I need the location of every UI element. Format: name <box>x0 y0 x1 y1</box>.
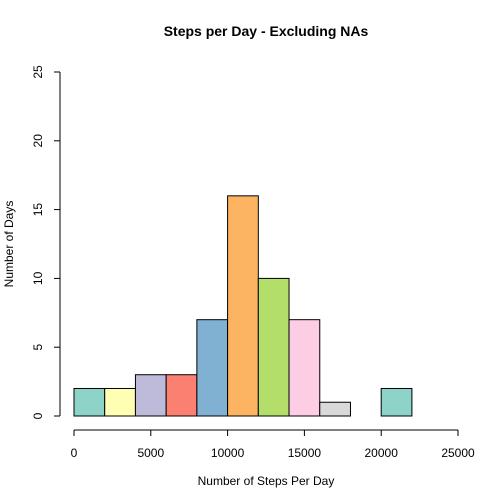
bar-0-2000 <box>73 387 106 417</box>
bar-4000-6000 <box>134 374 167 417</box>
x-tick-label-10000: 10000 <box>211 446 245 460</box>
x-tick-label-5000: 5000 <box>137 446 164 460</box>
y-tick-label-20: 20 <box>31 134 45 148</box>
bar-6000-8000 <box>165 374 198 417</box>
bars-group <box>73 195 413 417</box>
y-tick-label-25: 25 <box>31 65 45 79</box>
x-tick-label-25000: 25000 <box>441 446 475 460</box>
x-axis: 0 5000 10000 15000 20000 25000 <box>71 429 475 460</box>
y-tick-label-0: 0 <box>31 412 45 419</box>
y-axis: 0 5 10 15 20 25 <box>31 65 61 419</box>
x-tick-label-15000: 15000 <box>288 446 322 460</box>
x-tick-label-20000: 20000 <box>365 446 399 460</box>
bar-8000-10000 <box>196 319 229 417</box>
chart-title: Steps per Day - Excluding NAs <box>164 23 369 39</box>
bar-2000-4000 <box>104 387 136 417</box>
bar-14000-16000 <box>288 319 321 417</box>
bar-12000-14000 <box>257 277 290 417</box>
bar-16000-18000 <box>319 401 351 417</box>
x-tick-label-0: 0 <box>71 446 78 460</box>
bar-20000-22000 <box>380 387 413 417</box>
y-tick-label-5: 5 <box>31 344 45 351</box>
y-axis-label: Number of Days <box>2 201 16 288</box>
x-axis-label: Number of Steps Per Day <box>198 474 335 488</box>
y-tick-label-10: 10 <box>31 271 45 285</box>
y-tick-label-15: 15 <box>31 203 45 217</box>
bar-10000-12000 <box>227 195 259 417</box>
